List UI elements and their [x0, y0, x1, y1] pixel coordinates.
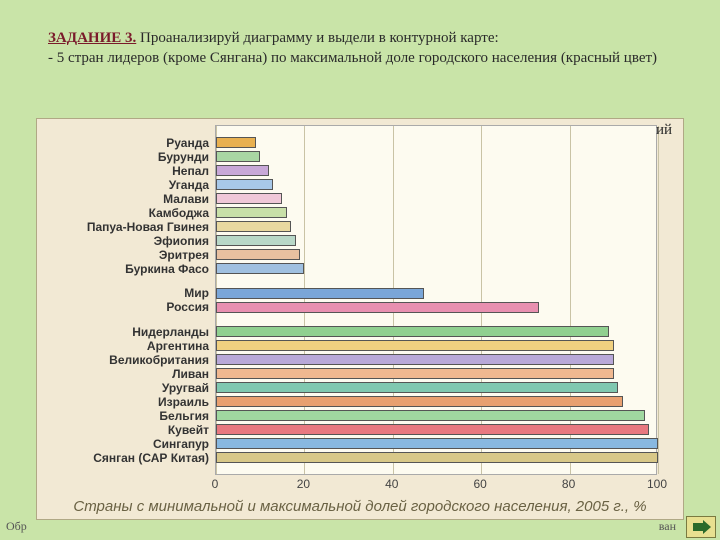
bar-label: Эритрея [39, 248, 209, 262]
bar [216, 165, 269, 176]
x-tick-label: 100 [647, 477, 667, 491]
bar-label: Великобритания [39, 353, 209, 367]
bar-row: Великобритания [37, 353, 683, 367]
x-tick-label: 80 [562, 477, 575, 491]
bar-label: Непал [39, 164, 209, 178]
bar-row: Эфиопия [37, 234, 683, 248]
x-tick-label: 0 [212, 477, 219, 491]
bar-row: Непал [37, 164, 683, 178]
bar-row: Кувейт [37, 423, 683, 437]
bar-row: Папуа-Новая Гвинея [37, 220, 683, 234]
bar-row: Бельгия [37, 409, 683, 423]
bar-label: Израиль [39, 395, 209, 409]
next-button[interactable] [686, 516, 716, 538]
bar-row: Малави [37, 192, 683, 206]
chart-panel: Страны с минимальной и максимальной доле… [36, 118, 684, 520]
bar-row: Уганда [37, 178, 683, 192]
bar-label: Буркина Фасо [39, 262, 209, 276]
task-block: ЗАДАНИЕ 3. Проанализируй диаграмму и выд… [0, 0, 720, 77]
bar [216, 221, 291, 232]
footer-left: Обр [6, 519, 27, 534]
x-tick-label: 40 [385, 477, 398, 491]
bar [216, 340, 614, 351]
bar-row: Сянган (САР Китая) [37, 451, 683, 465]
bar [216, 326, 609, 337]
task-title: ЗАДАНИЕ 3. [48, 30, 136, 46]
bar-row: Эритрея [37, 248, 683, 262]
bar-row: Уругвай [37, 381, 683, 395]
bar [216, 235, 296, 246]
bar [216, 249, 300, 260]
bar [216, 263, 304, 274]
bar-label: Мир [39, 286, 209, 300]
bar-label: Россия [39, 300, 209, 314]
bar [216, 151, 260, 162]
bar-label: Сянган (САР Китая) [39, 451, 209, 465]
footer-right: ван [659, 519, 676, 534]
bar-label: Сингапур [39, 437, 209, 451]
bar-label: Нидерланды [39, 325, 209, 339]
bar [216, 179, 273, 190]
bar [216, 354, 614, 365]
bar-row: Буркина Фасо [37, 262, 683, 276]
chart-caption: Страны с минимальной и максимальной доле… [37, 498, 683, 515]
bar-label: Малави [39, 192, 209, 206]
bar [216, 193, 282, 204]
bar-label: Ливан [39, 367, 209, 381]
bar [216, 382, 618, 393]
bar-label: Бурунди [39, 150, 209, 164]
x-tick-label: 60 [474, 477, 487, 491]
task-text: ЗАДАНИЕ 3. Проанализируй диаграмму и выд… [48, 28, 672, 69]
bar [216, 424, 649, 435]
bar-label: Руанда [39, 136, 209, 150]
bar [216, 452, 658, 463]
bar [216, 288, 424, 299]
task-line2: - 5 стран лидеров (кроме Сянгана) по мак… [48, 50, 657, 66]
bar-row: Израиль [37, 395, 683, 409]
task-line1: Проанализируй диаграмму и выдели в конту… [136, 30, 498, 46]
bar-row: Камбоджа [37, 206, 683, 220]
bar [216, 396, 623, 407]
task-line3-frag: ий [656, 122, 672, 139]
bar-row: Бурунди [37, 150, 683, 164]
arrow-right-icon [691, 520, 711, 534]
bar-row: Ливан [37, 367, 683, 381]
bar [216, 438, 658, 449]
bar-label: Уганда [39, 178, 209, 192]
bar-label: Уругвай [39, 381, 209, 395]
bar [216, 137, 256, 148]
bar-row: Россия [37, 300, 683, 314]
bar [216, 302, 539, 313]
bar-row: Руанда [37, 136, 683, 150]
bar-label: Кувейт [39, 423, 209, 437]
bar-row: Мир [37, 286, 683, 300]
bar-label: Бельгия [39, 409, 209, 423]
bar-label: Эфиопия [39, 234, 209, 248]
bar [216, 207, 287, 218]
bar-row: Сингапур [37, 437, 683, 451]
bar-label: Аргентина [39, 339, 209, 353]
bar-row: Нидерланды [37, 325, 683, 339]
bar-row: Аргентина [37, 339, 683, 353]
bar-label: Камбоджа [39, 206, 209, 220]
bar [216, 410, 645, 421]
bar-label: Папуа-Новая Гвинея [39, 220, 209, 234]
bar [216, 368, 614, 379]
x-tick-label: 20 [297, 477, 310, 491]
